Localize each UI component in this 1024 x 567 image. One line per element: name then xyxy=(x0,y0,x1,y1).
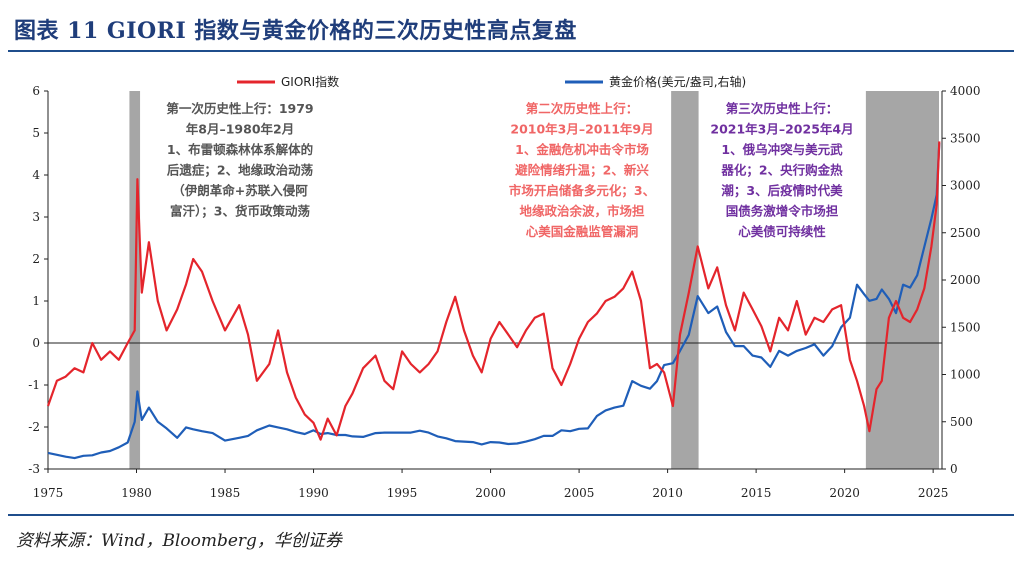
y-right-tick-label-1: 3500 xyxy=(950,131,981,145)
annotation-3-line-2: 2021年3月–2025年4月 xyxy=(710,122,853,137)
chart-header: 图表 11 GIORI 指数与黄金价格的三次历史性高点复盘 xyxy=(0,0,1024,54)
y-right-tick-label-5: 1500 xyxy=(950,320,981,334)
annotation-1-line-5: （伊朗革命+苏联入侵阿 xyxy=(172,183,308,198)
y-left-tick-label-6: 0 xyxy=(32,336,40,350)
x-tick-label-4: 1995 xyxy=(387,486,418,500)
annotation-1-line-2: 年8月–1980年2月 xyxy=(186,122,294,137)
annotation-2-line-4: 避险情绪升温；2、新兴 xyxy=(515,163,649,178)
giori-line xyxy=(46,141,941,441)
y-left-tick-label-4: 2 xyxy=(32,252,40,266)
annotation-2-line-2: 2010年3月–2011年9月 xyxy=(510,122,653,137)
annotation-3-line-6: 国债务激增令市场担 xyxy=(726,204,839,219)
y-right-tick-label-4: 2000 xyxy=(950,273,981,287)
y-right-tick-label-0: 4000 xyxy=(950,84,981,98)
footer-rule xyxy=(8,514,1014,516)
y-left-tick-label-9: -3 xyxy=(28,462,40,476)
annotation-2-line-3: 1、金融危机冲击令市场 xyxy=(515,142,649,157)
annotation-1-line-6: 富汗）；3、货币政策动荡 xyxy=(170,204,310,219)
annotation-2-line-5: 市场开启储备多元化；3、 xyxy=(509,183,655,198)
y-right-tick-label-8: 0 xyxy=(950,462,958,476)
annotation-3-line-5: 潮；3、后疫情时代美 xyxy=(721,183,843,198)
y-right-tick-label-3: 2500 xyxy=(950,226,981,240)
source-note: 资料来源：Wind，Bloomberg，华创证券 xyxy=(16,531,342,551)
x-tick-label-10: 2025 xyxy=(918,486,949,500)
y-left-tick-label-0: 6 xyxy=(32,84,40,98)
x-tick-label-7: 2010 xyxy=(652,486,683,500)
title-underline xyxy=(8,50,1014,52)
annotation-3-line-3: 1、俄乌冲突与美元武 xyxy=(721,142,843,157)
annotation-2-line-6: 地缘政治余波，市场担 xyxy=(519,204,645,219)
y-left-tick-label-5: 1 xyxy=(32,294,40,308)
x-tick-label-6: 2005 xyxy=(564,486,595,500)
annotation-3-line-1: 第三次历史性上行： xyxy=(726,101,839,116)
annotation-2-line-7: 心美国金融监管漏洞 xyxy=(526,224,639,239)
y-right-tick-label-6: 1000 xyxy=(950,368,981,382)
shaded-period-2 xyxy=(671,91,699,469)
x-tick-label-2: 1985 xyxy=(210,486,241,500)
y-left-tick-label-3: 3 xyxy=(32,210,40,224)
y-left-tick-label-8: -2 xyxy=(28,420,40,434)
shaded-period-3 xyxy=(865,91,939,469)
x-tick-label-5: 2000 xyxy=(475,486,506,500)
y-left-tick-label-2: 4 xyxy=(32,168,40,182)
annotation-2-line-1: 第二次历史性上行： xyxy=(526,101,639,116)
annotation-3-line-4: 器化；2、央行购金热 xyxy=(720,163,843,178)
legend-gold-label: 黄金价格(美元/盎司,右轴) xyxy=(609,74,746,89)
giori-gold-chart: 6 5 4 3 2 1 0 -1 -2 -3 4000 3500 3000 2500 2000 1500 100… xyxy=(28,74,981,500)
x-tick-label-3: 1990 xyxy=(298,486,329,500)
x-tick-label-8: 2015 xyxy=(741,486,772,500)
gold-price-line xyxy=(47,142,941,460)
x-tick-label-9: 2020 xyxy=(829,486,860,500)
x-tick-label-1: 1980 xyxy=(121,486,152,500)
chart-title: 图表 11 GIORI 指数与黄金价格的三次历史性高点复盘 xyxy=(14,18,577,44)
legend-giori-label: GIORI指数 xyxy=(281,74,339,89)
annotation-3-line-7: 心美债可持续性 xyxy=(738,224,826,239)
y-left-tick-label-7: -1 xyxy=(28,378,40,392)
annotation-1-line-1: 第一次历史性上行：1979 xyxy=(166,101,313,116)
y-right-tick-label-7: 500 xyxy=(950,415,973,429)
x-tick-label-0: 1975 xyxy=(33,486,64,500)
y-right-tick-label-2: 3000 xyxy=(950,179,981,193)
y-left-tick-label-1: 5 xyxy=(32,126,40,140)
annotation-1-line-3: 1、布雷顿森林体系解体的 xyxy=(167,142,313,157)
annotation-1-line-4: 后遗症；2、地缘政治动荡 xyxy=(167,163,314,178)
